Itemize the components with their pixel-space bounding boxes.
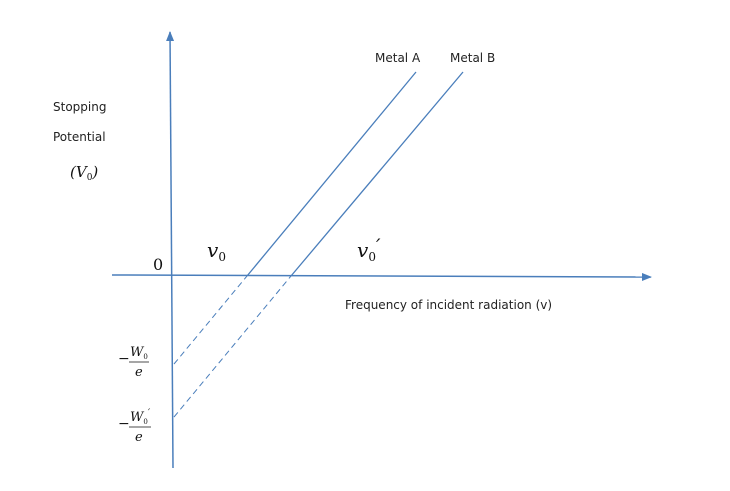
svg-text:−: − — [118, 416, 130, 432]
y-axis-label-line1: Stopping — [53, 100, 106, 114]
metal-b-line — [290, 71, 464, 277]
x-axis — [111, 272, 652, 281]
svg-text:W0: W0 — [130, 345, 148, 361]
metal-a-label: Metal A — [375, 51, 421, 65]
svg-text:e: e — [135, 365, 143, 380]
x-axis-label: Frequency of incident radiation (v) — [345, 298, 552, 312]
svg-text:−: − — [118, 351, 130, 367]
threshold-b-label: v0′ — [357, 234, 381, 264]
metal-b-extrapolation — [173, 275, 292, 418]
y-axis-label-line2: Potential — [53, 130, 106, 144]
y-axis-symbol: (V0) — [70, 163, 98, 183]
y-axis — [166, 31, 175, 469]
origin-label: 0 — [153, 255, 163, 274]
metal-a-extrapolation — [173, 275, 248, 365]
intercept-b-label: − W0′ e — [118, 408, 151, 445]
metal-a-line — [246, 71, 417, 277]
metal-b-label: Metal B — [450, 51, 495, 65]
intercept-a-label: − W0 e — [118, 345, 149, 380]
svg-text:W0′: W0′ — [130, 408, 151, 426]
threshold-a-label: v0 — [207, 238, 226, 264]
svg-text:e: e — [135, 430, 143, 445]
